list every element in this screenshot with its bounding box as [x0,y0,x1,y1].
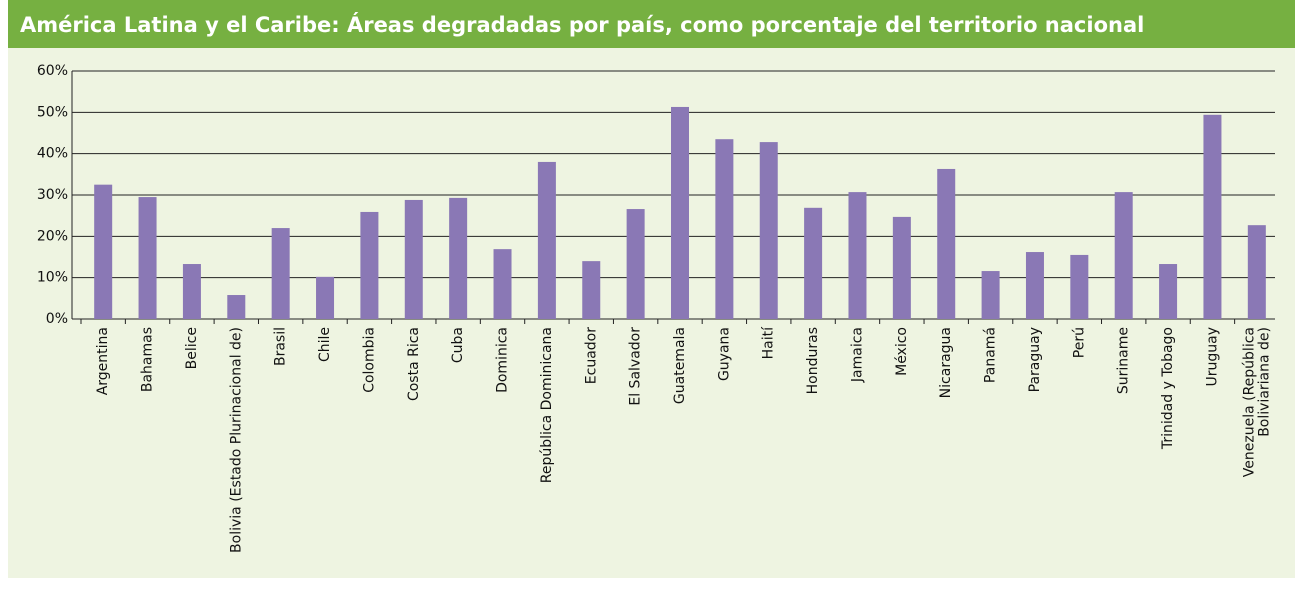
y-tick-label: 0% [46,311,68,327]
bar [493,249,512,319]
x-tick-label: Trinidad y Tobago [1160,327,1176,450]
x-tick-label: Nicaragua [938,327,954,398]
x-tick-label-line: Argentina [95,327,111,395]
bar [759,142,778,319]
x-tick-label-line: Paraguay [1027,327,1043,392]
bar [1025,252,1044,319]
x-tick-label: Uruguay [1204,327,1220,387]
x-tick-label-line: Boliviariana de) [1256,327,1272,437]
bar [404,199,423,319]
x-tick-label: México [894,327,910,376]
bar [1247,225,1266,319]
bar [360,211,379,319]
x-tick-label: Ecuador [583,327,599,384]
bar [94,184,113,319]
x-tick-label: El Salvador [628,327,644,406]
bar [271,228,290,319]
title-bar [8,0,1295,48]
bar [316,276,335,319]
x-tick-label: Jamaica [849,327,865,383]
bar [1070,254,1089,319]
x-tick-label-line: Cuba [450,327,466,363]
bar [537,161,556,319]
y-tick-label: 30% [37,187,68,203]
x-tick-label: República Dominicana [539,327,555,483]
x-tick-label-line: Bolivia (Estado Plurinacional de) [228,327,244,553]
x-tick-label-line: Haití [761,326,777,359]
x-tick-label-line: Ecuador [583,327,599,384]
x-tick-label: Colombia [361,327,377,393]
x-tick-label-line: Colombia [361,327,377,393]
bar [138,197,157,319]
x-tick-label-line: Bahamas [140,327,156,392]
x-tick-label-line: Panamá [983,327,999,383]
x-tick-label: Haití [761,326,777,359]
bar [582,261,601,319]
x-tick-label: Chile [317,327,333,362]
x-tick-label-line: Uruguay [1204,327,1220,387]
y-tick-label: 40% [37,146,68,162]
plot-background [8,48,1295,578]
bar [848,192,867,319]
x-tick-label-line: Chile [317,327,333,362]
x-tick-label: Suriname [1116,327,1132,394]
x-tick-label: Honduras [805,327,821,394]
x-tick-label-line: Jamaica [849,327,865,383]
x-tick-label: Guyana [716,327,732,381]
x-tick-label-line: México [894,327,910,376]
x-tick-label: Argentina [95,327,111,395]
y-tick-label: 60% [37,63,68,79]
x-tick-label-line: Brasil [273,327,289,366]
x-tick-label-line: Trinidad y Tobago [1160,327,1176,450]
x-tick-label: Cuba [450,327,466,363]
bar [892,216,911,319]
x-tick-label-line: Honduras [805,327,821,394]
x-tick-label-line: Guatemala [672,327,688,404]
bar [227,295,246,319]
bar [937,168,956,319]
y-tick-label: 50% [37,104,68,120]
bar [182,264,201,319]
bar [981,271,1000,319]
x-tick-label: Paraguay [1027,327,1043,392]
x-tick-label: Venezuela (RepúblicaBoliviariana de) [1241,327,1272,477]
bar [1159,264,1178,319]
x-tick-label: Bahamas [140,327,156,392]
bar [1203,114,1222,320]
bar [1114,192,1133,319]
x-tick-label: Panamá [983,327,999,383]
bar [715,139,734,319]
x-tick-label: Costa Rica [406,327,422,401]
x-tick-label-line: República Dominicana [539,327,555,483]
x-tick-label-line: Guyana [716,327,732,381]
x-tick-label-line: Nicaragua [938,327,954,398]
x-tick-label-line: El Salvador [628,327,644,406]
bar [626,209,645,319]
chart-title: América Latina y el Caribe: Áreas degrad… [20,12,1144,37]
x-tick-label: Perú [1071,327,1087,358]
bar [671,106,689,320]
x-tick-label: Belice [184,327,200,369]
x-tick-label: Bolivia (Estado Plurinacional de) [228,327,244,553]
x-tick-label-line: Costa Rica [406,327,422,401]
x-tick-label-line: Venezuela (República [1241,327,1257,477]
bar [804,207,823,319]
bar [449,197,468,319]
x-tick-label-line: Suriname [1116,327,1132,394]
x-tick-label-line: Perú [1071,327,1087,358]
y-tick-label: 10% [37,270,68,286]
x-tick-label-line: Dominica [495,327,511,393]
x-tick-label: Guatemala [672,327,688,404]
y-tick-label: 20% [37,228,68,244]
x-tick-label: Brasil [273,327,289,366]
x-tick-label-line: Belice [184,327,200,369]
x-tick-label: Dominica [495,327,511,393]
